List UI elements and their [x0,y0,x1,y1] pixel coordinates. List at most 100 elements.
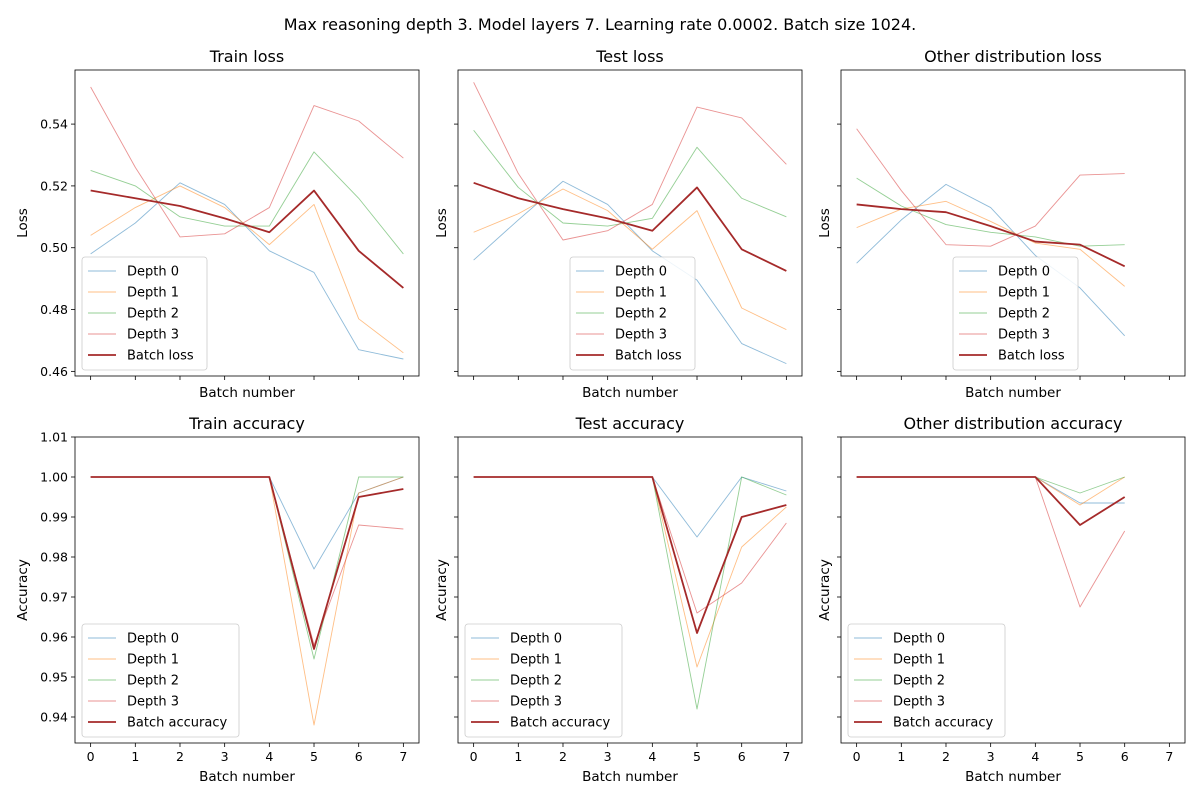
subplot-1: Train loss 0.46 0.48 0.50 0.52 0.54 Batch numb… [15,47,420,401]
x-tick-label: 2 [942,749,950,764]
legend: Depth 0 Depth 1 Depth 2 Depth 3 Batch accura… [81,623,240,738]
series-line-depth-2 [856,177,1125,247]
series-line-depth-2 [473,129,787,227]
legend-box [569,256,696,371]
x-tick-label: 7 [1165,749,1173,764]
series-lines [473,82,787,365]
legend-box [847,623,1006,738]
legend-label: Depth 0 [510,632,562,647]
legend-label: Depth 3 [127,328,179,343]
y-axis-label: Accuracy [817,559,833,621]
axes-frame [74,69,420,377]
y-tick-label: 0.99 [40,510,68,525]
legend: Depth 0 Depth 1 Depth 2 Depth 3 Batch loss [569,256,696,371]
series-line-batch-accuracy [473,476,787,634]
x-tick-label: 4 [265,749,273,764]
x-tick-label: 4 [648,749,656,764]
legend-label: Depth 2 [127,307,179,322]
subplot-title: Test accuracy [575,414,685,433]
legend-label: Batch loss [998,349,1065,364]
y-axis-label: Loss [15,208,31,238]
legend-label: Depth 1 [893,653,945,668]
legend-label: Depth 1 [615,286,667,301]
legend-label: Depth 2 [127,674,179,689]
legend: Depth 0 Depth 1 Depth 2 Depth 3 Batch loss [952,256,1079,371]
x-tick-label: 7 [399,749,407,764]
x-tick-label: 5 [310,749,318,764]
legend: Depth 0 Depth 1 Depth 2 Depth 3 Batch accura… [847,623,1006,738]
legend-label: Depth 1 [127,286,179,301]
series-line-depth-3 [473,82,787,241]
x-tick-label: 0 [470,749,478,764]
y-tick-label: 0.95 [40,670,68,685]
x-tick-label: 3 [604,749,612,764]
y-tick-label: 0.98 [40,550,68,565]
series-line-batch-accuracy [856,476,1126,526]
series-lines [856,476,1126,608]
series-lines [90,86,404,360]
series-line-depth-0 [90,182,404,360]
x-tick-label: 7 [782,749,790,764]
legend-label: Depth 0 [127,265,179,280]
x-tick-label: 0 [853,749,861,764]
legend-label: Depth 2 [615,307,667,322]
legend-label: Depth 3 [127,695,179,710]
x-tick-label: 0 [87,749,95,764]
y-tick-label: 1.01 [40,430,68,445]
legend-label: Depth 3 [510,695,562,710]
legend-label: Depth 2 [998,307,1050,322]
subplot-3: Other distribution loss Batch number Loss D… [817,47,1186,401]
legend-label: Depth 2 [510,674,562,689]
x-axis-label: Batch number [582,385,678,401]
legend-label: Batch loss [127,349,194,364]
subplot-6: Other distribution accuracy 0 1 2 3 4 5 6 7 Batch… [817,414,1186,785]
legend-label: Depth 0 [998,265,1050,280]
y-axis-label: Accuracy [15,559,31,621]
axes-frame [457,69,803,377]
series-line-batch-loss [473,181,787,272]
series-lines [856,128,1126,337]
subplot-4: Train accuracy 0 1 2 3 4 5 6 7 0.94 0.95 0.96 0.97 0.… [15,414,420,785]
y-axis-label: Loss [817,208,833,238]
x-axis-label: Batch number [582,769,678,785]
x-axis-label: Batch number [965,769,1061,785]
legend-box [952,256,1079,371]
x-tick-label: 4 [1031,749,1039,764]
y-tick-label: 0.54 [40,117,68,132]
x-tick-label: 1 [514,749,522,764]
subplot-title: Test loss [595,47,664,66]
axes-frame [840,69,1186,377]
y-tick-label: 0.50 [40,240,68,255]
legend-label: Batch loss [615,349,682,364]
series-line-depth-3 [90,86,404,238]
subplot-title: Other distribution accuracy [904,414,1123,433]
legend-label: Depth 0 [127,632,179,647]
legend-label: Depth 2 [893,674,945,689]
x-axis-label: Batch number [199,769,295,785]
axes-frame [457,436,803,744]
x-tick-label: 3 [987,749,995,764]
x-axis-label: Batch number [965,385,1061,401]
x-tick-label: 5 [1076,749,1084,764]
series-line-batch-loss [90,189,404,289]
legend-box [81,623,240,738]
legend-label: Depth 0 [893,632,945,647]
figure-suptitle: Max reasoning depth 3. Model layers 7. L… [284,15,916,34]
x-tick-label: 1 [897,749,905,764]
y-tick-label: 0.48 [40,302,68,317]
legend: Depth 0 Depth 1 Depth 2 Depth 3 Batch accura… [464,623,623,738]
x-tick-label: 6 [1121,749,1129,764]
subplot-title: Other distribution loss [924,47,1102,66]
y-tick-label: 0.94 [40,710,68,725]
x-tick-label: 6 [355,749,363,764]
axes-frame [840,436,1186,744]
y-tick-label: 0.96 [40,630,68,645]
y-axis-label: Loss [434,208,450,238]
subplot-5: Test accuracy 0 1 2 3 4 5 6 7 Batch number Accurac… [434,414,803,785]
x-tick-label: 1 [131,749,139,764]
y-tick-label: 0.52 [40,178,68,193]
x-tick-label: 5 [693,749,701,764]
